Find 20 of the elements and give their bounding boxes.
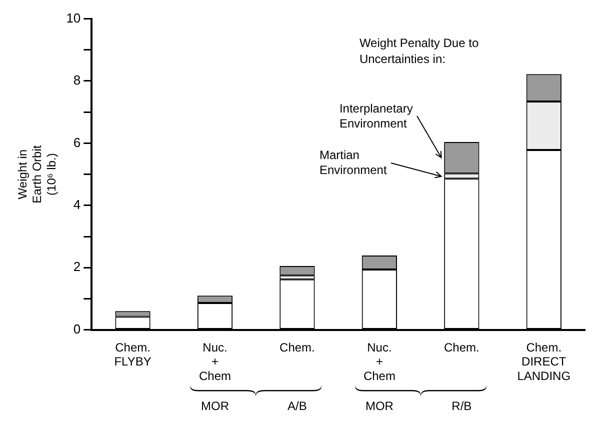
- x-tick-label: Nuc. + Chem: [198, 340, 232, 384]
- y-tick-label: 10: [66, 10, 81, 26]
- y-tick-label: 8: [73, 72, 81, 88]
- text: Interplanetary Environment: [339, 101, 413, 130]
- y-tick-label: 0: [73, 321, 81, 336]
- y-tick-label: 4: [73, 196, 81, 212]
- text: R/B: [452, 399, 472, 414]
- y-tick-label: 6: [73, 134, 81, 150]
- text: A/B: [288, 399, 307, 414]
- x-tick-label: Chem.: [280, 340, 315, 354]
- y-axis-title: Weight in Earth Orbit (10⁶ lb.): [16, 144, 58, 204]
- text: Martian Environment: [319, 148, 388, 177]
- x-tick-label: Chem. DIRECT LANDING: [517, 340, 571, 384]
- y-tick-label: 2: [73, 259, 81, 274]
- text: MOR: [200, 399, 230, 414]
- x-tick-label: Chem. FLYBY: [114, 340, 152, 369]
- legend-title: Weight Penalty Due to Uncertainties in:: [359, 36, 479, 66]
- x-tick-label: Chem.: [444, 340, 480, 354]
- text: MOR: [365, 399, 394, 414]
- x-tick-label: Nuc. + Chem: [363, 340, 396, 384]
